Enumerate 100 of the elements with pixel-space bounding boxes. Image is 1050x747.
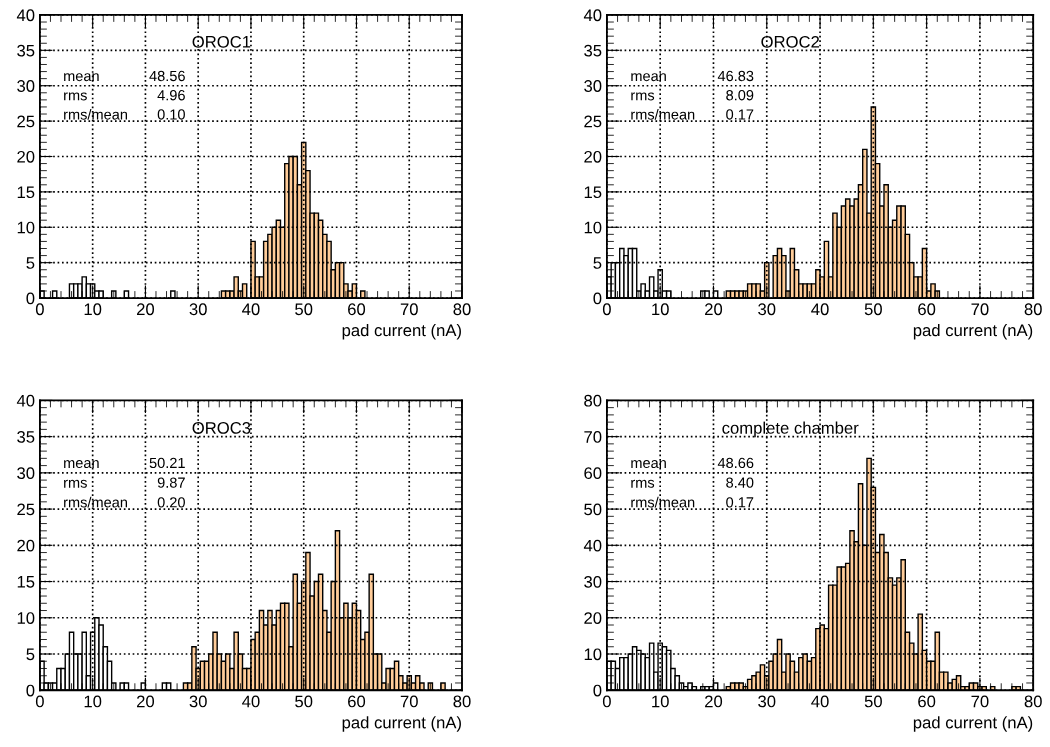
y-tick-label: 0 xyxy=(593,292,602,305)
annotation: rms/mean xyxy=(64,108,127,120)
text: complete chamber xyxy=(722,421,859,438)
x-tick-label: 20 xyxy=(137,695,155,708)
x-tick-label: 40 xyxy=(242,695,260,708)
y-tick-label: 40 xyxy=(16,394,35,407)
x-tick-label: 50 xyxy=(864,695,882,708)
y-tick-label: 40 xyxy=(583,9,602,22)
x-tick-label: 50 xyxy=(295,303,313,316)
text: OROC2 xyxy=(761,35,820,48)
annotation: 0.17 xyxy=(726,497,754,508)
annotation: 8.09 xyxy=(726,90,754,101)
x-tick-label: 20 xyxy=(705,695,723,708)
x-tick-label: 20 xyxy=(705,303,723,316)
annotation: 9.87 xyxy=(157,477,185,488)
x-tick-label: 40 xyxy=(811,303,829,316)
y-tick-label: 30 xyxy=(584,575,602,588)
x-tick-label: 10 xyxy=(84,303,102,316)
annotation: rms/mean xyxy=(631,496,695,508)
y-tick-label: 40 xyxy=(16,9,35,22)
y-tick-label: 20 xyxy=(584,612,602,624)
y-tick-label: 15 xyxy=(584,186,602,199)
x-tick-label: 80 xyxy=(453,695,471,708)
x-tick-label: 70 xyxy=(400,695,418,708)
x-tick-label: 40 xyxy=(811,695,829,708)
y-tick-label: 0 xyxy=(593,684,602,697)
x-tick-label: 20 xyxy=(137,303,155,316)
y-tick-label: 0 xyxy=(26,684,35,697)
x-tick-label: 0 xyxy=(602,303,611,316)
y-tick-label: 10 xyxy=(584,648,602,661)
y-tick-label: 20 xyxy=(584,150,602,163)
y-tick-label: 5 xyxy=(26,648,35,661)
x-tick-label: 60 xyxy=(918,695,936,708)
y-tick-label: 30 xyxy=(17,80,35,92)
y-tick-label: 5 xyxy=(26,257,35,269)
annotation: 48.56 xyxy=(149,70,185,82)
x-axis-title: pad current (nA) xyxy=(342,324,461,340)
y-tick-label: 60 xyxy=(584,467,602,480)
y-tick-label: 10 xyxy=(17,612,35,624)
x-tick-label: 60 xyxy=(918,303,936,316)
y-tick-label: 70 xyxy=(584,431,602,443)
y-tick-label: 10 xyxy=(17,221,35,234)
y-tick-label: 25 xyxy=(584,115,602,128)
y-tick-label: 10 xyxy=(584,221,602,234)
x-tick-label: 50 xyxy=(864,303,882,316)
annotation: rms xyxy=(631,92,655,101)
annotation: mean xyxy=(64,73,99,82)
annotation: 0.10 xyxy=(157,109,185,120)
x-tick-label: 0 xyxy=(35,303,44,316)
y-tick-label: 40 xyxy=(583,539,602,552)
x-tick-label: 50 xyxy=(295,695,313,708)
y-tick-label: 25 xyxy=(17,115,35,128)
x-tick-label: 60 xyxy=(348,303,366,316)
y-tick-label: 50 xyxy=(584,503,602,516)
annotation: rms/mean xyxy=(631,108,695,120)
annotation: 48.66 xyxy=(717,457,754,469)
x-tick-label: 70 xyxy=(971,695,989,708)
annotation: rms xyxy=(64,92,87,101)
x-tick-label: 80 xyxy=(1024,695,1042,708)
x-tick-label: 10 xyxy=(652,303,669,316)
annotation: 4.96 xyxy=(157,90,185,101)
x-tick-label: 30 xyxy=(758,695,776,708)
annotation: 46.83 xyxy=(717,70,754,82)
y-tick-label: 20 xyxy=(17,150,35,163)
y-tick-label: 25 xyxy=(17,503,35,516)
y-tick-label: 0 xyxy=(26,292,35,305)
y-tick-label: 80 xyxy=(584,394,602,407)
annotation: 50.21 xyxy=(149,457,185,469)
x-tick-label: 60 xyxy=(348,695,366,708)
y-tick-label: 15 xyxy=(17,186,35,199)
annotation: mean xyxy=(631,73,666,82)
annotation: rms xyxy=(631,479,655,488)
text: OROC3 xyxy=(192,422,251,434)
annotation: rms/mean xyxy=(64,496,127,508)
x-tick-label: 70 xyxy=(971,303,989,316)
annotation: 8.40 xyxy=(726,477,754,488)
x-tick-label: 80 xyxy=(1024,303,1042,316)
x-tick-label: 30 xyxy=(189,695,207,708)
x-axis-title: pad current (nA) xyxy=(913,324,1033,340)
y-tick-label: 35 xyxy=(584,44,602,57)
x-tick-label: 70 xyxy=(400,303,418,316)
x-axis-title: pad current (nA) xyxy=(342,716,461,732)
y-tick-label: 5 xyxy=(593,257,602,269)
annotation: 0.17 xyxy=(726,109,754,120)
annotation: 0.20 xyxy=(157,497,185,508)
x-tick-label: 40 xyxy=(242,303,260,316)
annotation: mean xyxy=(64,460,99,469)
y-tick-label: 35 xyxy=(17,44,35,57)
annotation: rms xyxy=(64,479,87,488)
y-tick-label: 35 xyxy=(17,431,35,443)
x-tick-label: 10 xyxy=(652,695,669,708)
y-tick-label: 30 xyxy=(584,80,602,92)
x-tick-label: 0 xyxy=(35,695,44,708)
x-tick-label: 80 xyxy=(453,303,471,316)
x-axis-title: pad current (nA) xyxy=(913,716,1033,732)
y-tick-label: 20 xyxy=(17,539,35,552)
y-tick-label: 30 xyxy=(17,467,35,480)
x-tick-label: 30 xyxy=(758,303,776,316)
annotation: mean xyxy=(631,460,666,469)
x-tick-label: 10 xyxy=(84,695,102,708)
